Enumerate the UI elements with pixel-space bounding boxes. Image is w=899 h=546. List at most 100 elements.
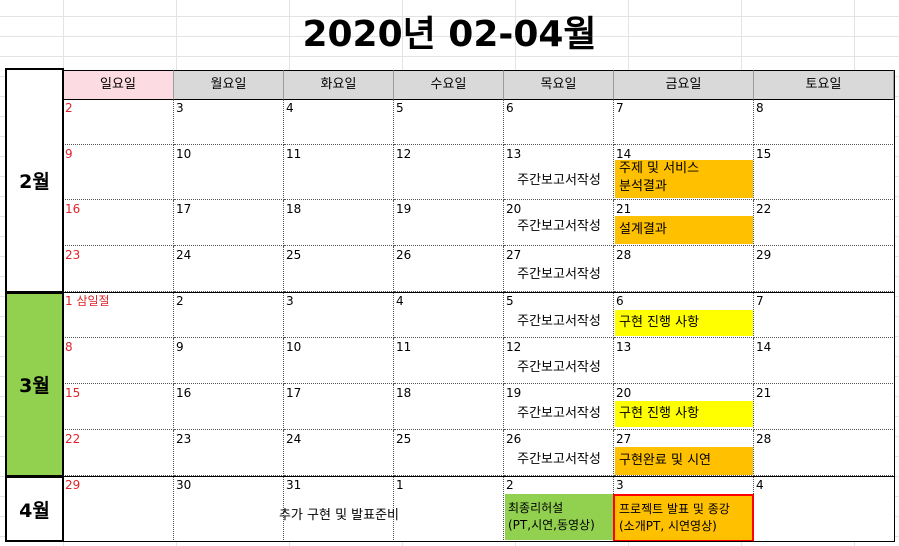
day-cell-wed[interactable]: [394, 476, 504, 542]
day-cell-wed[interactable]: [394, 292, 504, 338]
day-cell-sun[interactable]: [63, 384, 174, 430]
day-cell-mon[interactable]: [174, 200, 284, 246]
page-title: 2020년 02-04월: [302, 14, 597, 55]
day-number: 12: [396, 147, 412, 161]
event-weekly-report: 주간보고서작성: [517, 452, 601, 467]
day-cell-sat[interactable]: [754, 246, 895, 292]
day-cell-thu[interactable]: [504, 246, 614, 292]
day-cell-sat[interactable]: [754, 384, 895, 430]
day-cell-thu[interactable]: [504, 200, 614, 246]
day-number: 18: [396, 386, 412, 400]
event-extra-implementation: 추가 구현 및 발표준비: [278, 508, 400, 523]
day-number: 27: [616, 432, 632, 446]
day-cell-tue[interactable]: [284, 292, 394, 338]
day-cell-wed[interactable]: [394, 200, 504, 246]
day-number: 24: [176, 248, 192, 262]
header-monday: 월요일: [174, 70, 284, 100]
day-cell-sun[interactable]: [63, 246, 174, 292]
day-number: 2: [65, 101, 73, 115]
day-cell-sun[interactable]: [63, 430, 174, 476]
day-number: 5: [396, 101, 404, 115]
day-cell-sun[interactable]: [63, 99, 174, 145]
day-number: 13: [506, 147, 522, 161]
event-implementation-complete: 구현완료 및 시연: [615, 447, 753, 475]
header-friday: 금요일: [614, 70, 754, 100]
header-thursday: 목요일: [504, 70, 614, 100]
day-number: 4: [396, 294, 404, 308]
day-number: 8: [65, 340, 73, 354]
right-border: [894, 70, 895, 542]
day-cell-thu[interactable]: [504, 430, 614, 476]
day-cell-sun[interactable]: [63, 200, 174, 246]
day-cell-mon[interactable]: [174, 430, 284, 476]
day-cell-sun[interactable]: [63, 145, 174, 200]
day-cell-sat[interactable]: [754, 200, 895, 246]
event-topic-analysis-line1: 주제 및 서비스: [619, 161, 700, 176]
day-cell-sat[interactable]: [754, 476, 895, 542]
day-number: 28: [616, 248, 632, 262]
day-number: 28: [756, 432, 772, 446]
day-number: 26: [506, 432, 522, 446]
day-cell-thu[interactable]: [504, 384, 614, 430]
day-cell-mon[interactable]: [174, 145, 284, 200]
day-cell-fri[interactable]: [614, 246, 754, 292]
day-number: 7: [616, 101, 624, 115]
day-cell-wed[interactable]: [394, 99, 504, 145]
day-number: 6: [506, 101, 514, 115]
event-final-rehearsal-line2: (PT,시연,동영상): [508, 518, 595, 532]
day-number: 13: [616, 340, 632, 354]
day-cell-tue[interactable]: [284, 99, 394, 145]
day-cell-sat[interactable]: [754, 99, 895, 145]
day-cell-tue[interactable]: [284, 430, 394, 476]
day-number: 31: [286, 478, 302, 492]
month-divider-feb-mar: [63, 292, 895, 293]
day-number: 23: [176, 432, 192, 446]
day-number: 26: [396, 248, 412, 262]
day-cell-sun[interactable]: [63, 338, 174, 384]
day-cell-mon[interactable]: [174, 384, 284, 430]
day-cell-thu[interactable]: [504, 338, 614, 384]
day-cell-wed[interactable]: [394, 430, 504, 476]
day-number: 4: [286, 101, 294, 115]
day-cell-mon[interactable]: [174, 246, 284, 292]
day-cell-sat[interactable]: [754, 292, 895, 338]
day-cell-fri[interactable]: [614, 99, 754, 145]
day-number: 25: [286, 248, 302, 262]
bottom-border: [63, 541, 895, 542]
header-saturday: 토요일: [754, 70, 894, 100]
day-cell-sat[interactable]: [754, 430, 895, 476]
day-cell-sat[interactable]: [754, 338, 895, 384]
day-number: 1 삼일절: [65, 294, 110, 308]
event-weekly-report: 주간보고서작성: [517, 173, 601, 188]
day-cell-thu[interactable]: [504, 99, 614, 145]
day-number: 30: [176, 478, 192, 492]
event-final-rehearsal: 최종리허설 (PT,시연,동영상): [505, 494, 613, 540]
day-cell-thu[interactable]: [504, 145, 614, 200]
day-cell-wed[interactable]: [394, 384, 504, 430]
day-cell-thu[interactable]: [504, 292, 614, 338]
day-cell-wed[interactable]: [394, 145, 504, 200]
day-cell-mon[interactable]: [174, 292, 284, 338]
day-number: 14: [756, 340, 772, 354]
day-cell-fri[interactable]: [614, 338, 754, 384]
month-label-march: 3월: [5, 292, 64, 477]
event-weekly-report: 주간보고서작성: [517, 219, 601, 234]
day-cell-tue[interactable]: [284, 200, 394, 246]
day-number: 29: [65, 478, 81, 492]
day-cell-mon[interactable]: [174, 338, 284, 384]
event-weekly-report: 주간보고서작성: [517, 267, 601, 282]
day-cell-mon[interactable]: [174, 476, 284, 542]
day-cell-tue[interactable]: [284, 145, 394, 200]
day-cell-tue[interactable]: [284, 246, 394, 292]
day-number: 3: [286, 294, 294, 308]
day-cell-tue[interactable]: [284, 384, 394, 430]
event-design-result: 설계결과: [615, 216, 753, 244]
day-cell-sat[interactable]: [754, 145, 895, 200]
day-cell-wed[interactable]: [394, 246, 504, 292]
event-final-rehearsal-line1: 최종리허설: [508, 501, 564, 515]
day-cell-tue[interactable]: [284, 338, 394, 384]
day-cell-wed[interactable]: [394, 338, 504, 384]
day-cell-sun[interactable]: [63, 476, 174, 542]
day-cell-mon[interactable]: [174, 99, 284, 145]
day-cell-sun[interactable]: [63, 292, 174, 338]
